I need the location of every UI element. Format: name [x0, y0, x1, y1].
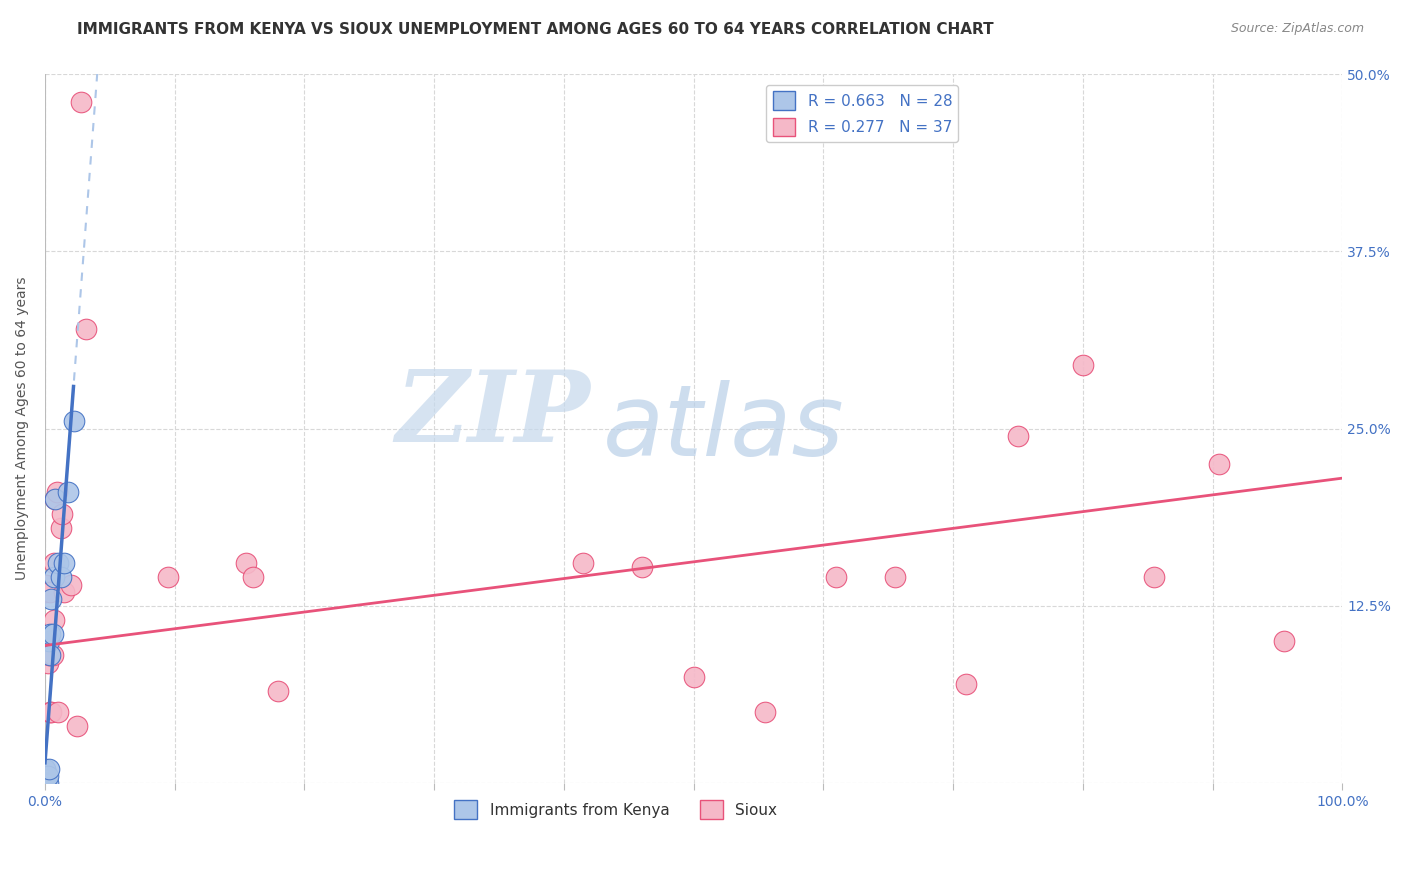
Point [39, 584, 62, 599]
Point [1143, 570, 1166, 584]
Point [42, 556, 65, 570]
Point [34, 776, 56, 790]
Point [34, 773, 56, 788]
Text: Source: ZipAtlas.com: Source: ZipAtlas.com [1230, 22, 1364, 36]
Point [157, 570, 180, 584]
Point [49, 570, 72, 584]
Point [34, 766, 56, 780]
Point [235, 556, 257, 570]
Point [45, 485, 67, 500]
Point [53, 556, 76, 570]
Point [42, 613, 65, 627]
Point [38, 634, 60, 648]
Legend: Immigrants from Kenya, Sioux: Immigrants from Kenya, Sioux [449, 794, 783, 825]
Point [39, 705, 62, 719]
Point [1272, 634, 1295, 648]
Point [38, 762, 60, 776]
Point [53, 584, 76, 599]
Point [44, 492, 66, 507]
Point [34, 764, 56, 779]
Point [59, 577, 82, 591]
Text: atlas: atlas [603, 380, 845, 477]
Point [44, 492, 66, 507]
Point [1071, 358, 1094, 372]
Point [35, 577, 58, 591]
Point [682, 670, 704, 684]
Point [76, 322, 98, 336]
Point [39, 648, 62, 663]
Text: ZIP: ZIP [395, 366, 591, 463]
Point [242, 570, 264, 584]
Point [34, 772, 56, 786]
Point [62, 414, 84, 428]
Point [37, 776, 59, 790]
Point [34, 762, 56, 776]
Point [955, 677, 977, 691]
Point [1007, 428, 1029, 442]
Point [34, 776, 56, 790]
Point [883, 570, 905, 584]
Point [51, 507, 73, 521]
Point [41, 705, 63, 719]
Point [39, 627, 62, 641]
Point [34, 764, 56, 778]
Point [1208, 457, 1230, 471]
Point [42, 570, 65, 584]
Point [41, 591, 63, 606]
Point [42, 627, 65, 641]
Point [37, 656, 59, 670]
Point [267, 684, 290, 698]
Point [34, 584, 56, 599]
Point [46, 556, 69, 570]
Point [34, 776, 56, 790]
Point [572, 556, 595, 570]
Point [34, 769, 56, 783]
Point [825, 570, 848, 584]
Point [34, 767, 56, 781]
Point [49, 521, 72, 535]
Text: IMMIGRANTS FROM KENYA VS SIOUX UNEMPLOYMENT AMONG AGES 60 TO 64 YEARS CORRELATIO: IMMIGRANTS FROM KENYA VS SIOUX UNEMPLOYM… [77, 22, 994, 37]
Point [66, 719, 89, 733]
Point [46, 705, 69, 719]
Point [42, 648, 65, 663]
Point [70, 95, 93, 110]
Point [34, 776, 56, 790]
Point [38, 648, 60, 663]
Point [58, 485, 80, 500]
Point [34, 634, 56, 648]
Point [34, 770, 56, 784]
Point [754, 705, 776, 719]
Point [37, 769, 59, 783]
Point [630, 560, 652, 574]
Y-axis label: Unemployment Among Ages 60 to 64 years: Unemployment Among Ages 60 to 64 years [15, 277, 30, 581]
